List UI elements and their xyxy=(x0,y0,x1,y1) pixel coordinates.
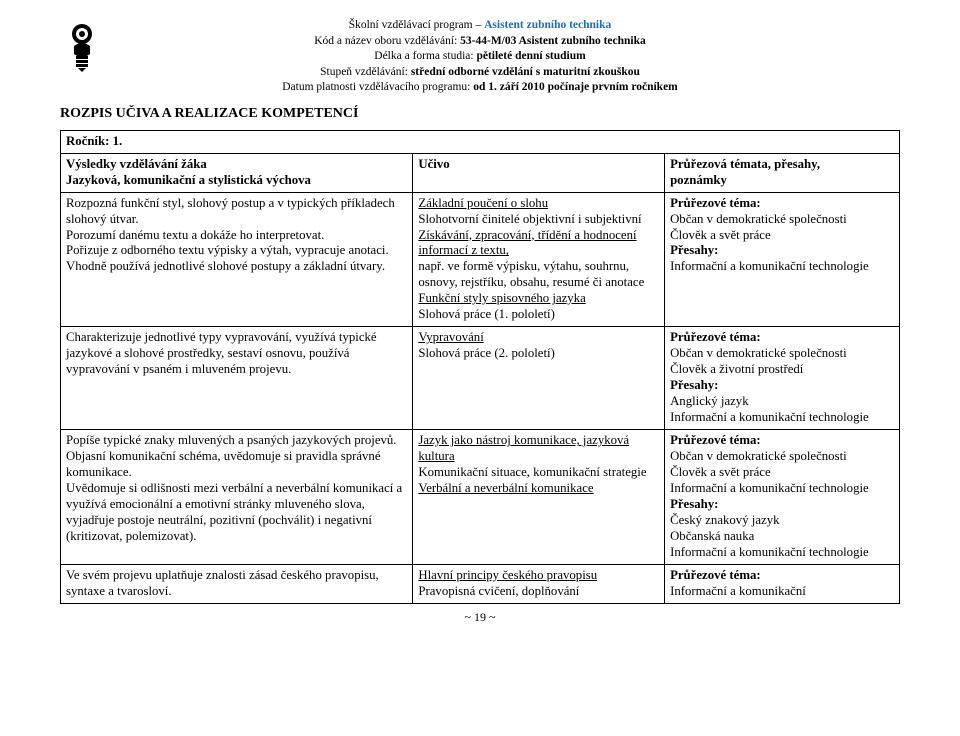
row0-c2-p1: Slohotvorní činitelé objektivní i subjek… xyxy=(418,212,659,228)
row1-c2: Vypravování Slohová práce (2. pololetí) xyxy=(413,327,665,430)
col1-header: Výsledky vzdělávání žáka Jazyková, komun… xyxy=(61,153,413,192)
row0-c2-p2: např. ve formě výpisku, výtahu, souhrnu,… xyxy=(418,259,659,291)
row0-c2-u2: Získávání, zpracování, třídění a hodnoce… xyxy=(418,228,659,260)
row2-c3-l1: Občan v demokratické společnosti xyxy=(670,449,894,465)
row2-c2-u2: Verbální a neverbální komunikace xyxy=(418,481,659,497)
bulb-logo-icon xyxy=(60,20,104,72)
row2-c3-l2: Člověk a svět práce xyxy=(670,465,894,481)
row1-c2-u1: Vypravování xyxy=(418,330,659,346)
document-header: Školní vzdělávací program – Asistent zub… xyxy=(60,18,900,96)
row2-c2: Jazyk jako nástroj komunikace, jazyková … xyxy=(413,430,665,565)
row1-c3-b1: Průřezové téma: xyxy=(670,330,894,346)
page-number: ~ 19 ~ xyxy=(60,610,900,625)
table-year-row: Ročník: 1. xyxy=(61,130,900,153)
row3-c3: Průřezové téma: Informační a komunikační xyxy=(665,565,900,604)
col3-header: Průřezová témata, přesahy, poznámky xyxy=(665,153,900,192)
row2-c3: Průřezové téma: Občan v demokratické spo… xyxy=(665,430,900,565)
row0-c2-u1: Základní poučení o slohu xyxy=(418,196,659,212)
row2-c3-b2: Přesahy: xyxy=(670,497,894,513)
table-row: Ve svém projevu uplatňuje znalosti zásad… xyxy=(61,565,900,604)
row0-c1: Rozpozná funkční styl, slohový postup a … xyxy=(61,192,413,327)
row2-c2-p1: Komunikační situace, komunikační strateg… xyxy=(418,465,659,481)
row1-c2-p2: Slohová práce (2. pololetí) xyxy=(418,346,659,362)
hdr-line1-em: Asistent zubního technika xyxy=(484,19,611,31)
row2-c2-u1: Jazyk jako nástroj komunikace, jazyková … xyxy=(418,433,659,465)
row1-c1: Charakterizuje jednotlivé typy vypravová… xyxy=(61,327,413,430)
hdr-line5-pre: Datum platnosti vzdělávacího programu: xyxy=(282,81,473,93)
row1-c3: Průřezové téma: Občan v demokratické spo… xyxy=(665,327,900,430)
row0-c3: Průřezové téma: Občan v demokratické spo… xyxy=(665,192,900,327)
year-label: Ročník: 1. xyxy=(61,130,900,153)
row2-c3-l5: Občanská nauka xyxy=(670,529,894,545)
table-row: Popíše typické znaky mluvených a psaných… xyxy=(61,430,900,565)
hdr-line4-b: střední odborné vzdělání s maturitní zko… xyxy=(411,66,640,78)
col1-header-l2: Jazyková, komunikační a stylistická vých… xyxy=(66,173,407,189)
hdr-line1-pre: Školní vzdělávací program – xyxy=(349,19,484,31)
hdr-line3-b: pětileté denní studium xyxy=(476,50,585,62)
row0-c2-u3: Funkční styly spisovného jazyka xyxy=(418,291,659,307)
row2-c3-l4: Český znakový jazyk xyxy=(670,513,894,529)
table-row: Rozpozná funkční styl, slohový postup a … xyxy=(61,192,900,327)
document-page: Školní vzdělávací program – Asistent zub… xyxy=(0,0,960,635)
row1-c3-l2: Člověk a životní prostředí xyxy=(670,362,894,378)
row0-c3-b1: Průřezové téma: xyxy=(670,196,894,212)
hdr-line2-pre: Kód a název oboru vzdělávání: xyxy=(314,35,460,47)
row2-c3-l3: Informační a komunikační technologie xyxy=(670,481,894,497)
row3-c1: Ve svém projevu uplatňuje znalosti zásad… xyxy=(61,565,413,604)
hdr-line2-b: 53-44-M/03 Asistent zubního technika xyxy=(460,35,646,47)
row1-c3-l4: Informační a komunikační technologie xyxy=(670,410,894,426)
section-title: ROZPIS UČIVA A REALIZACE KOMPETENCÍ xyxy=(60,106,900,122)
row2-c3-l6: Informační a komunikační technologie xyxy=(670,545,894,561)
table-row: Charakterizuje jednotlivé typy vypravová… xyxy=(61,327,900,430)
row0-c2-p3: Slohová práce (1. pololetí) xyxy=(418,307,659,323)
table-header-row: Výsledky vzdělávání žáka Jazyková, komun… xyxy=(61,153,900,192)
row3-c2-u1: Hlavní principy českého pravopisu xyxy=(418,568,659,584)
row1-c3-b2: Přesahy: xyxy=(670,378,894,394)
row0-c3-b2: Přesahy: xyxy=(670,243,894,259)
row1-c3-l1: Občan v demokratické společnosti xyxy=(670,346,894,362)
row2-c3-b1: Průřezové téma: xyxy=(670,433,894,449)
hdr-line5-b: od 1. září 2010 počínaje prvním ročníkem xyxy=(473,81,678,93)
row0-c3-l3: Informační a komunikační technologie xyxy=(670,259,894,275)
hdr-line3-pre: Délka a forma studia: xyxy=(374,50,476,62)
row3-c3-b1: Průřezové téma: xyxy=(670,568,894,584)
row3-c2: Hlavní principy českého pravopisu Pravop… xyxy=(413,565,665,604)
curriculum-table: Ročník: 1. Výsledky vzdělávání žáka Jazy… xyxy=(60,130,900,605)
row1-c3-l3: Anglický jazyk xyxy=(670,394,894,410)
hdr-line4-pre: Stupeň vzdělávání: xyxy=(320,66,411,78)
row2-c1: Popíše typické znaky mluvených a psaných… xyxy=(61,430,413,565)
col2-header: Učivo xyxy=(413,153,665,192)
col3-header-l1: Průřezová témata, přesahy, xyxy=(670,157,894,173)
row0-c3-l1: Občan v demokratické společnosti xyxy=(670,212,894,228)
row3-c3-l1: Informační a komunikační xyxy=(670,584,894,600)
row0-c3-l2: Člověk a svět práce xyxy=(670,228,894,244)
row3-c2-p1: Pravopisná cvičení, doplňování xyxy=(418,584,659,600)
col1-header-l1: Výsledky vzdělávání žáka xyxy=(66,157,407,173)
row0-c2: Základní poučení o slohu Slohotvorní čin… xyxy=(413,192,665,327)
col3-header-l2: poznámky xyxy=(670,173,894,189)
